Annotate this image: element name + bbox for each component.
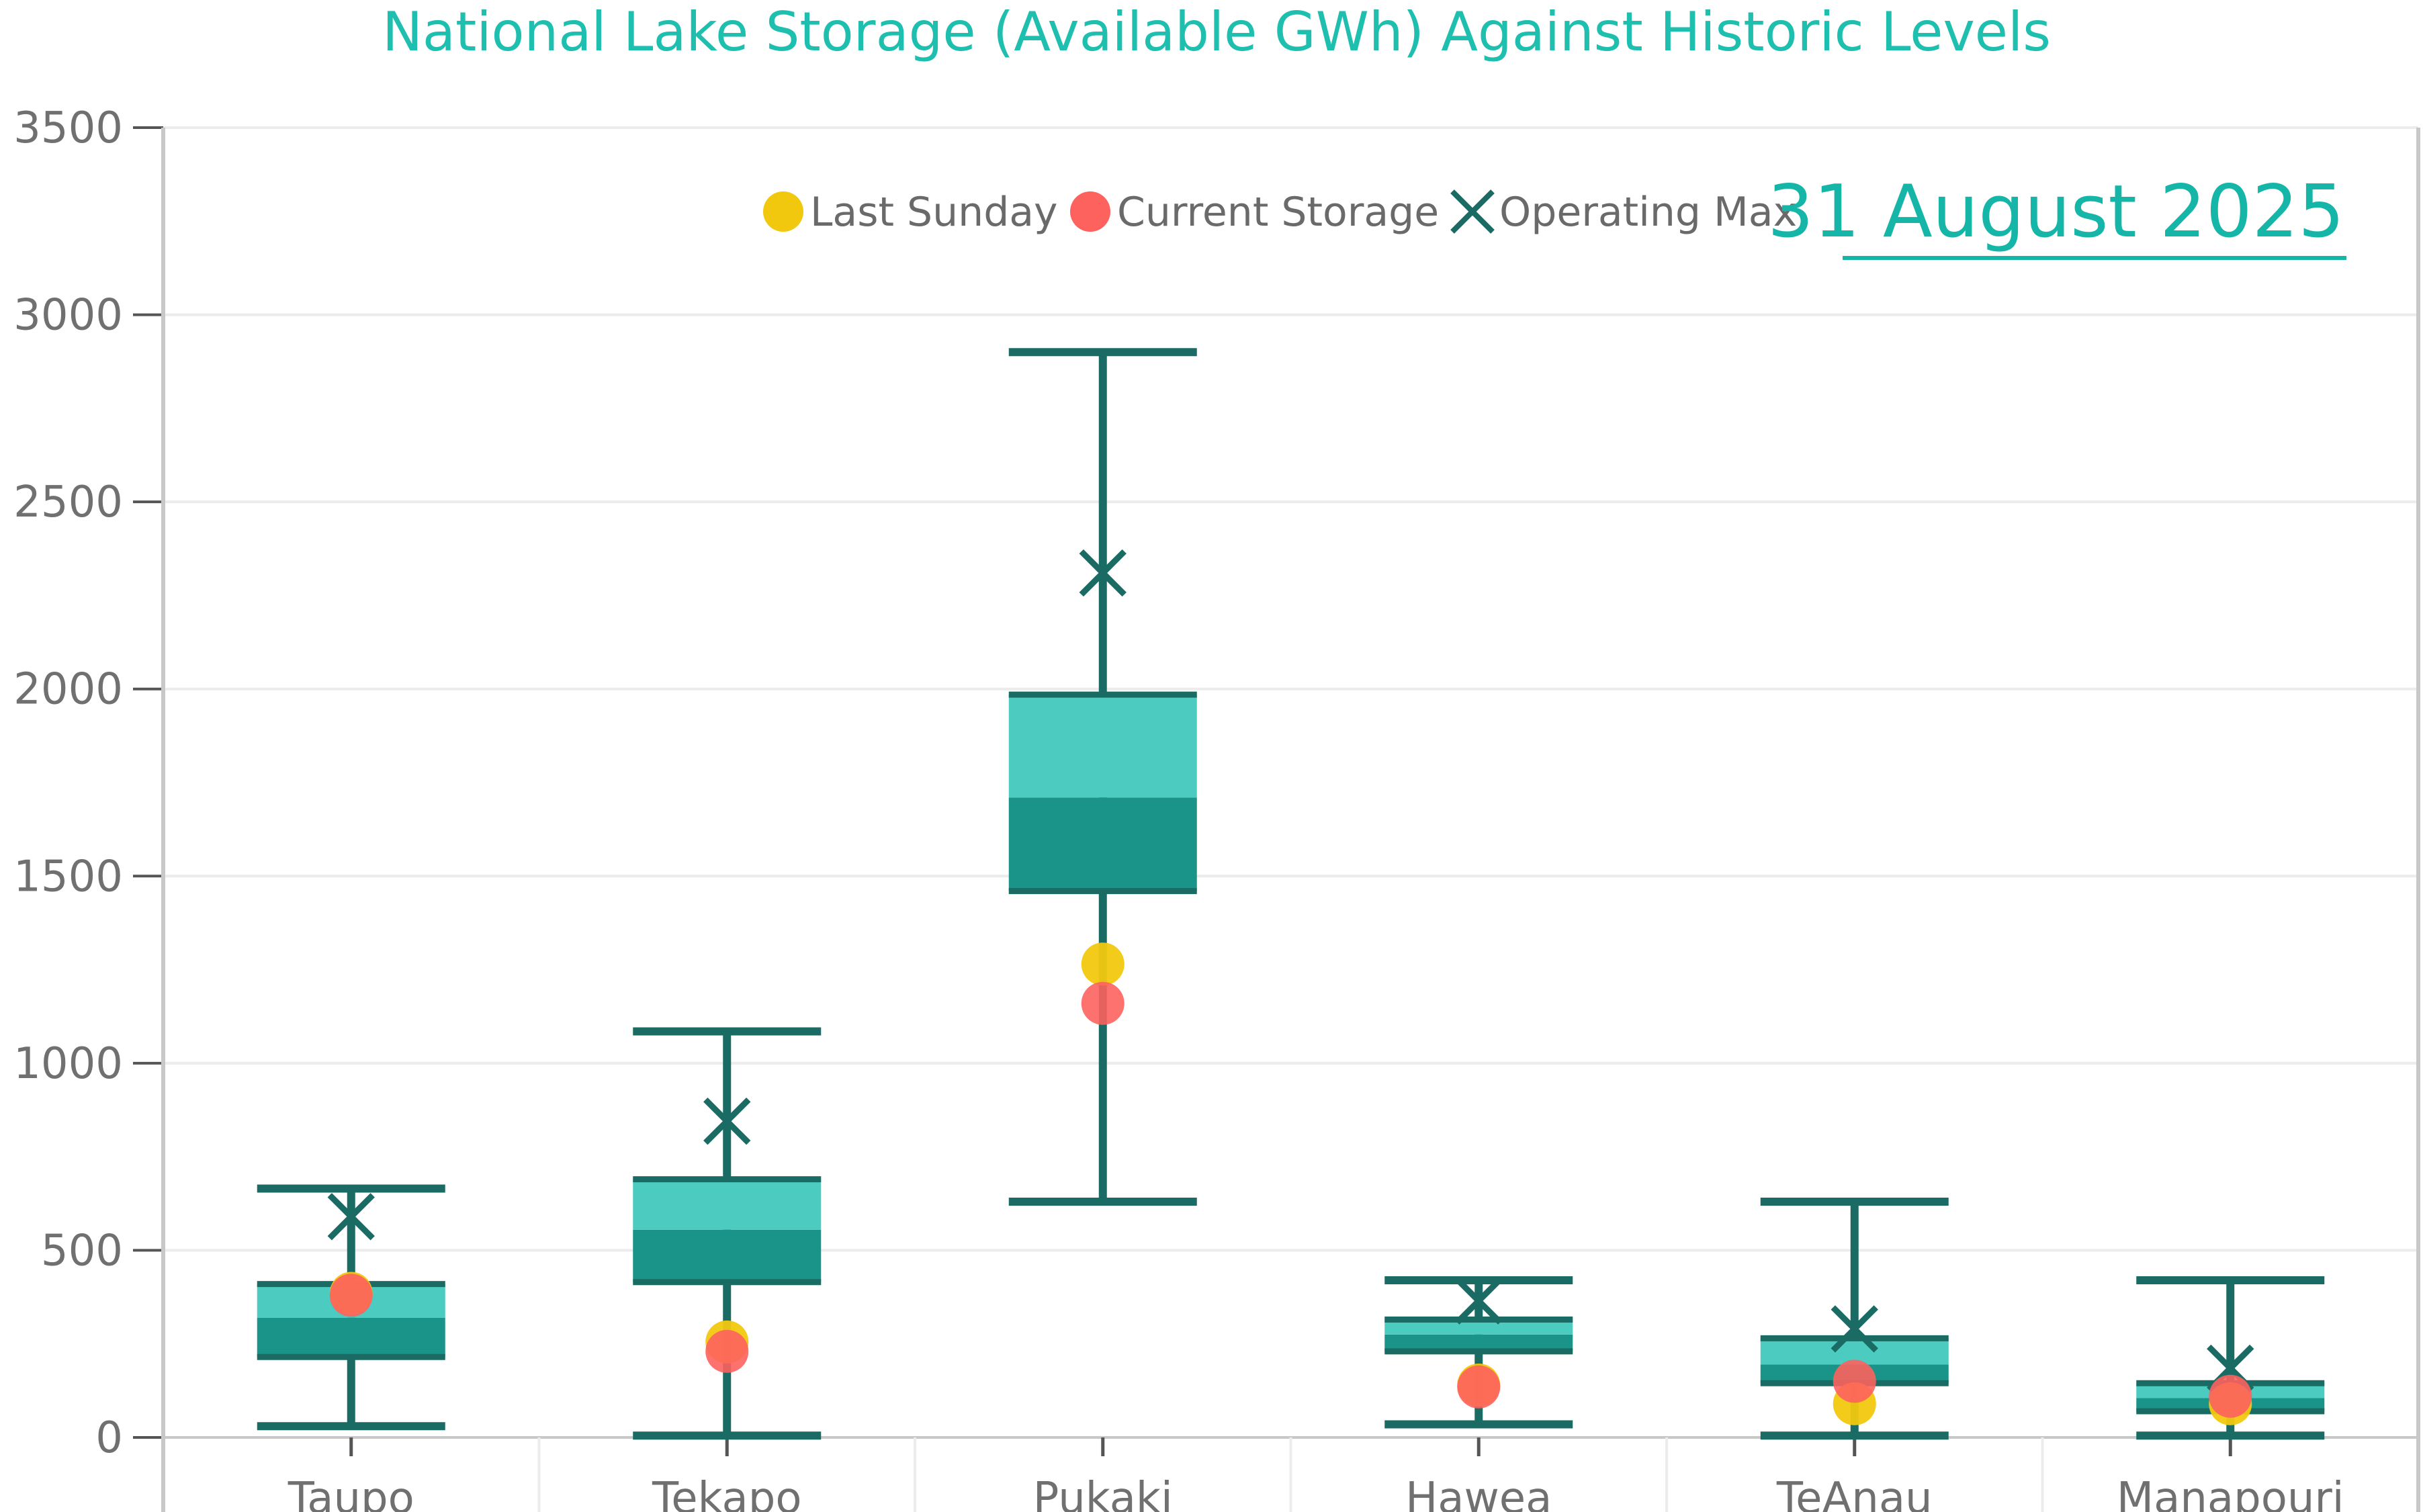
box-lower xyxy=(257,1317,445,1358)
operating-max-marker xyxy=(703,1098,751,1145)
x-tick-label-hawea: Hawea xyxy=(1405,1474,1552,1512)
x-tick-label-tekapo: Tekapo xyxy=(652,1474,802,1512)
box-tekapo xyxy=(633,1027,822,1440)
axes: 0 500 1000 1500 2000 2500 3000 3500 Taupo Tekapo P… xyxy=(13,103,2420,1512)
x-stroke-b xyxy=(1079,549,1127,597)
y-tick-label: 2500 xyxy=(13,478,123,527)
legend-current-storage-label: Current Storage xyxy=(1117,189,1439,236)
operating-max-marker xyxy=(1079,549,1127,597)
x-stroke-b xyxy=(1450,189,1495,234)
box-upper xyxy=(633,1179,822,1230)
x-tick-label-manapouri: Manapouri xyxy=(2117,1474,2344,1512)
last-sunday-marker xyxy=(1081,942,1125,986)
y-tick-label: 3500 xyxy=(13,103,123,153)
operating-max-marker xyxy=(1831,1305,1878,1353)
x-stroke-b xyxy=(703,1098,751,1145)
current-storage-marker xyxy=(1457,1365,1501,1409)
date-label: 31 August 2025 xyxy=(1767,170,2344,254)
box-upper xyxy=(1008,695,1197,798)
legend-operating-max-label: Operating Max xyxy=(1499,189,1797,236)
box-lower xyxy=(633,1229,822,1282)
y-tick-label: 0 xyxy=(95,1413,123,1463)
y-tick-label: 500 xyxy=(41,1226,123,1276)
box-pukaki xyxy=(1008,348,1197,1206)
x-tick-label-teanau: TeAnau xyxy=(1776,1474,1933,1512)
legend-last-sunday: Last Sunday xyxy=(763,189,1058,236)
legend: Last Sunday Current Storage Operating Max xyxy=(763,189,1797,236)
current-storage-marker xyxy=(329,1274,373,1317)
y-tick-label: 1500 xyxy=(13,852,123,901)
x-stroke-b xyxy=(1455,1277,1503,1325)
y-tick-label: 2000 xyxy=(13,665,123,715)
grid-lines xyxy=(163,126,2418,1252)
box-lower xyxy=(1008,797,1197,891)
y-tick-label: 3000 xyxy=(13,291,123,341)
current-storage-marker xyxy=(1833,1360,1876,1403)
y-tick-label: 1000 xyxy=(13,1039,123,1089)
current-storage-marker xyxy=(1081,981,1125,1025)
legend-operating-max: Operating Max xyxy=(1450,189,1797,236)
legend-last-sunday-swatch xyxy=(763,191,803,232)
x-tick-label-taupo: Taupo xyxy=(288,1474,414,1512)
current-storage-marker xyxy=(2209,1374,2252,1418)
box-upper xyxy=(1384,1319,1573,1335)
x-tick-label-pukaki: Pukaki xyxy=(1033,1474,1173,1512)
operating-max-marker xyxy=(327,1193,375,1241)
current-storage-marker xyxy=(705,1329,749,1373)
x-stroke-b xyxy=(327,1193,375,1241)
x-stroke-b xyxy=(1831,1305,1878,1353)
legend-current-storage: Current Storage xyxy=(1070,189,1439,236)
legend-current-storage-swatch xyxy=(1070,191,1110,232)
point-markers xyxy=(327,549,2254,1425)
operating-max-marker xyxy=(1455,1277,1503,1325)
legend-last-sunday-label: Last Sunday xyxy=(810,189,1058,236)
box-series xyxy=(257,348,2325,1440)
chart-title: National Lake Storage (Available GWh) Ag… xyxy=(382,1,2051,63)
